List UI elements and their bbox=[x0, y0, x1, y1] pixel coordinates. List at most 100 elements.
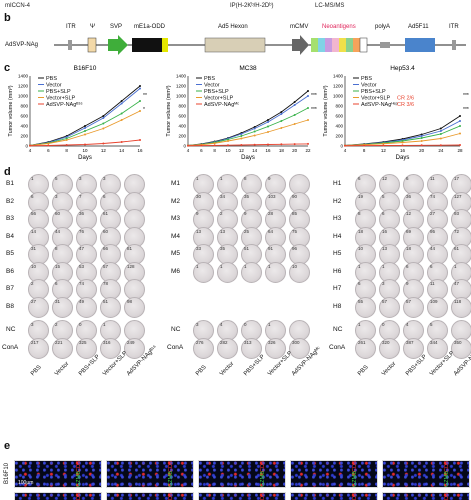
legend-label-2-3: Vector+SLP bbox=[361, 96, 391, 102]
well-2-1-4-count: 127 bbox=[454, 193, 462, 199]
ytick-2-1: 200 bbox=[335, 134, 343, 139]
ylabel-2: Tumor volume (mm³) bbox=[323, 85, 329, 136]
well-1-5-1: 1 bbox=[217, 261, 238, 283]
well-nc-0-2-count: 0 bbox=[79, 322, 82, 327]
well-nc-2-1-count: 0 bbox=[382, 322, 385, 327]
point-1-PBS+SLP-6 bbox=[267, 125, 269, 128]
row-label-1-3: M4 bbox=[171, 232, 181, 240]
well-1-3-3: 64 bbox=[265, 226, 286, 248]
well-1-4-4: 96 bbox=[289, 244, 310, 265]
well-1-4-1-count: 35 bbox=[220, 246, 226, 251]
ytick-2-7: 1400 bbox=[333, 74, 344, 79]
well-2-7-3-count: 109 bbox=[430, 298, 438, 304]
panel-c-letter: c bbox=[4, 62, 11, 74]
well-2-1-2: 36 bbox=[403, 191, 424, 213]
row-label-0-7: B8 bbox=[6, 302, 14, 310]
point-1-PBS-7 bbox=[280, 111, 283, 113]
point-0-PBS+SLP-3 bbox=[84, 130, 86, 132]
point-2-Vector+SLP-3 bbox=[401, 141, 404, 144]
well-1-1-0: 30 bbox=[193, 191, 214, 213]
well-0-6-0-count: 2 bbox=[31, 281, 34, 286]
neo-5 bbox=[339, 38, 346, 52]
point-0-Vector+SLP-6 bbox=[139, 110, 141, 112]
well-1-5-4: 10 bbox=[289, 261, 310, 283]
well-0-4-4-count: 81 bbox=[127, 246, 133, 251]
stain-label-1-4: CD8 bbox=[444, 492, 450, 500]
well-0-5-4-count: 128 bbox=[127, 263, 135, 269]
well-nc-2-0-count: 1 bbox=[358, 322, 361, 327]
row-label-2-2: H3 bbox=[333, 215, 342, 222]
sig-1-1: *** bbox=[311, 107, 317, 113]
well-2-3-2-count: 69 bbox=[406, 228, 412, 234]
well-2-5-0-count: 1 bbox=[358, 263, 361, 269]
well-2-3-1-count: 16 bbox=[382, 228, 388, 234]
well-2-4-0-count: 10 bbox=[358, 246, 364, 251]
well-2-1-0-count: 19 bbox=[358, 193, 364, 199]
well-0-3-2: 76 bbox=[76, 226, 97, 248]
legend-label-2-2: PBS+SLP bbox=[361, 89, 386, 95]
point-1-PBS+SLP-4 bbox=[240, 135, 243, 137]
well-1-0-1-count: 1 bbox=[220, 176, 223, 181]
legend-label-2-4: AdSVP-NAgᴴᵉᵖ bbox=[361, 101, 398, 108]
well-2-0-3-count: 11 bbox=[430, 176, 435, 181]
row-label-2-4: H5 bbox=[333, 250, 342, 257]
well-cona-1-0-count: 276 bbox=[196, 339, 204, 345]
point-2-AdSVP-5 bbox=[439, 144, 442, 147]
well-1-3-1: 13 bbox=[217, 226, 238, 248]
label-me1a: mE1a-ODD bbox=[134, 24, 166, 30]
well-0-2-1-count: 60 bbox=[55, 211, 61, 216]
point-1-Vector-6 bbox=[267, 121, 269, 123]
micro-panel-1-2: PBS+SLP bbox=[198, 492, 286, 500]
well-0-3-1-count: 44 bbox=[55, 228, 61, 234]
well-2-5-1-count: 1 bbox=[382, 263, 385, 269]
header-label-ip: IP(H-2Kᵇ/H-2Dᵇ) bbox=[230, 3, 274, 9]
ytick-0-5: 1000 bbox=[18, 94, 29, 99]
row-label-2-5: H6 bbox=[333, 267, 342, 275]
point-0-Vector-4 bbox=[102, 117, 105, 119]
panel-e-letter: e bbox=[4, 440, 11, 452]
point-0-PBS+SLP-4 bbox=[102, 122, 105, 125]
well-cona-2-4: 350 bbox=[451, 337, 471, 359]
ytick-2-0: 0 bbox=[340, 144, 343, 149]
ytick-2-2: 400 bbox=[335, 124, 343, 129]
well-0-4-0-count: 31 bbox=[31, 246, 37, 251]
well-1-4-3-count: 91 bbox=[268, 246, 274, 251]
stain-label-1-1: CD8 bbox=[168, 492, 174, 500]
xtick-1-9: 22 bbox=[305, 148, 311, 153]
point-1-PBS-6 bbox=[267, 119, 269, 121]
row-label-0-4: B5 bbox=[6, 250, 14, 257]
point-0-PBS-5 bbox=[120, 100, 123, 102]
well-0-0-0: 1 bbox=[28, 174, 49, 195]
well-1-2-3-count: 28 bbox=[268, 211, 274, 216]
ytick-0-3: 600 bbox=[20, 114, 28, 119]
row-label-2-7: H8 bbox=[333, 302, 342, 310]
point-1-AdSVP-5 bbox=[253, 143, 256, 146]
well-cona-2-3-count: 344 bbox=[430, 339, 438, 345]
well-0-0-2-count: 3 bbox=[79, 176, 82, 181]
xlabel-0: Days bbox=[78, 155, 92, 161]
legend-label-1-3: Vector+SLP bbox=[204, 96, 234, 102]
legend-label-0-3: Vector+SLP bbox=[46, 96, 76, 102]
well-0-7-3: 51 bbox=[100, 296, 121, 318]
well-0-3-2-count: 76 bbox=[79, 228, 85, 234]
well-cona-0-2-count: 325 bbox=[79, 339, 87, 345]
well-1-5-1-count: 1 bbox=[220, 263, 223, 269]
point-0-Vector+SLP-5 bbox=[120, 119, 123, 121]
well-2-4-1-count: 13 bbox=[382, 246, 388, 251]
well-2-6-3-count: 11 bbox=[430, 281, 435, 286]
well-2-5-4-count: 1 bbox=[454, 263, 457, 269]
neo-4 bbox=[332, 38, 339, 52]
well-2-7-2: 57 bbox=[403, 296, 424, 318]
well-cona-0-0-count: 217 bbox=[31, 339, 39, 345]
cr-label-2-0: CR 2/6 bbox=[397, 96, 414, 102]
well-nc-0-1-count: 2 bbox=[55, 322, 58, 327]
ytick-1-0: 0 bbox=[183, 144, 186, 149]
well-2-1-1-count: 5 bbox=[382, 193, 385, 199]
well-1-3-0: 13 bbox=[193, 226, 214, 248]
well-2-1-2-count: 36 bbox=[406, 193, 412, 199]
well-2-7-0-count: 55 bbox=[358, 298, 364, 304]
chart-title-2: Hep53.4 bbox=[390, 65, 415, 72]
sig-2-1: *** bbox=[463, 107, 469, 113]
well-1-2-1-count: 2 bbox=[220, 211, 223, 216]
well-cona-0-1-count: 221 bbox=[55, 339, 63, 345]
